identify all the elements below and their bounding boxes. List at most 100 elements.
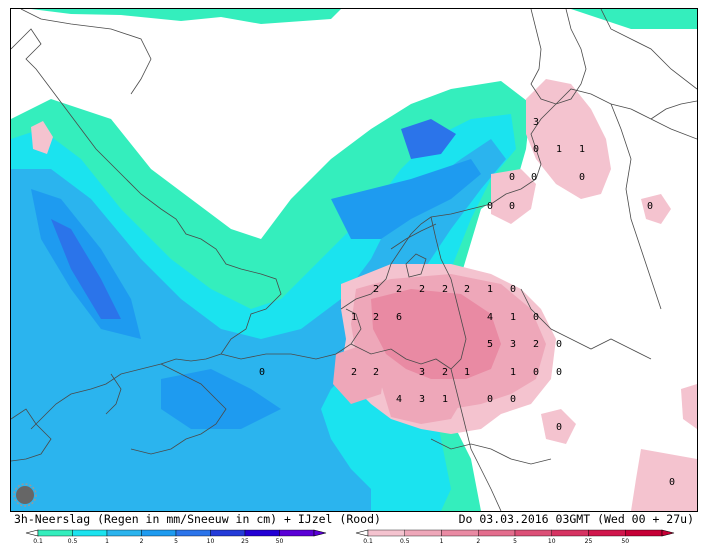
- legend-ice-scale: 0.1 0.5 1 2 5 10 25 50: [355, 529, 675, 545]
- value-label: 3: [419, 367, 425, 378]
- precipitation-map: 3 0 1 1 0 0 0 0 0 2 2 2 2 2 1 0 1 2 6 4 …: [10, 8, 698, 512]
- value-label: 1: [351, 312, 357, 323]
- legend-rain-arrow-high: [313, 529, 327, 537]
- product-title: 3h-Neerslag (Regen in mm/Sneeuw in cm) +…: [14, 512, 381, 526]
- rain-area-intense-3: [401, 119, 456, 159]
- coast-de: [490, 88, 697, 205]
- legend-ice-tick-label: 50: [621, 538, 629, 545]
- value-label: 2: [373, 367, 379, 378]
- ice-area-light-4: [31, 121, 53, 154]
- value-label: 1: [510, 312, 516, 323]
- coast-wales: [105, 373, 122, 415]
- value-label: 0: [556, 422, 562, 433]
- caption-bar: 3h-Neerslag (Regen in mm/Sneeuw in cm) +…: [10, 512, 698, 526]
- legend-ice-tick-label: 25: [585, 538, 593, 545]
- legend-ice-tick-label: 1: [440, 538, 444, 545]
- value-label: 1: [487, 284, 493, 295]
- coast-fr: [220, 308, 362, 360]
- coast-nl-islands: [390, 223, 437, 250]
- ice-area-medium-2: [333, 344, 386, 404]
- value-label: 3: [533, 117, 539, 128]
- value-label: 0: [533, 312, 539, 323]
- legend-rain-swatch: [175, 529, 211, 537]
- value-label: 2: [373, 284, 379, 295]
- legend-rain-swatch: [244, 529, 280, 537]
- value-label: 0: [533, 367, 539, 378]
- value-label: 0: [510, 284, 516, 295]
- legend-ice-swatch: [441, 529, 479, 537]
- ice-area-strong: [371, 289, 501, 379]
- ice-field: [31, 79, 697, 511]
- value-label: 2: [464, 284, 470, 295]
- value-label: 0: [259, 367, 265, 378]
- logo-icon: [13, 483, 37, 507]
- value-label: 0: [579, 172, 585, 183]
- value-label: 0: [533, 144, 539, 155]
- rain-field: [11, 9, 697, 511]
- ice-area-light-6: [681, 384, 697, 429]
- value-label: 0: [647, 201, 653, 212]
- legend-ice-swatch: [588, 529, 626, 537]
- value-label: 2: [373, 312, 379, 323]
- legend-rain-tick-label: 25: [241, 538, 249, 545]
- rain-area-strong: [11, 139, 506, 511]
- border-be: [350, 343, 452, 370]
- value-label: 1: [579, 144, 585, 155]
- value-label: 1: [510, 367, 516, 378]
- coast-ireland: [11, 408, 52, 462]
- map-canvas: 3 0 1 1 0 0 0 0 0 2 2 2 2 2 1 0 1 2 6 4 …: [11, 9, 697, 511]
- legend-rain-swatch: [279, 529, 315, 537]
- legend-rain-tick-label: 5: [174, 538, 178, 545]
- value-label: 0: [556, 339, 562, 350]
- legend-rain-swatch: [37, 529, 73, 537]
- value-label: 1: [556, 144, 562, 155]
- coast-channel: [130, 363, 227, 455]
- value-label: 2: [351, 367, 357, 378]
- rain-area-heavy-3: [161, 369, 281, 429]
- legend-rain: 0.1 0.5 1 2 5 10 25 50: [25, 528, 327, 545]
- value-label: 4: [487, 312, 493, 323]
- coast-sweden: [600, 9, 697, 90]
- value-label: 0: [669, 477, 675, 488]
- legend-ice-tick-label: 2: [476, 538, 480, 545]
- legend-ice: 0.1 0.5 1 2 5 10 25 50: [355, 528, 675, 545]
- value-label: 2: [533, 339, 539, 350]
- value-label: 2: [442, 367, 448, 378]
- legend-ice-tick-label: 0.1: [363, 538, 373, 545]
- rain-area-intense-2: [51, 219, 121, 319]
- legend-rain-tick-label: 1: [105, 538, 109, 545]
- legend-rain-tick-label: 2: [140, 538, 144, 545]
- legend-ice-tick-label: 5: [513, 538, 517, 545]
- value-label: 6: [396, 312, 402, 323]
- value-label: 0: [509, 201, 515, 212]
- rain-area-low-right: [571, 9, 697, 29]
- legend-ice-swatch: [625, 529, 663, 537]
- value-label: 0: [487, 201, 493, 212]
- legend-ice-arrow-low: [355, 529, 369, 537]
- legend-rain-tick-label: 10: [207, 538, 215, 545]
- coast-uk-2: [30, 363, 162, 430]
- legend-rain-swatch: [106, 529, 142, 537]
- legend-rain-arrow-low: [25, 529, 39, 537]
- legend-rain-scale: 0.1 0.5 1 2 5 10 25 50: [25, 529, 327, 545]
- border-de-fr: [450, 368, 502, 511]
- value-label: 5: [487, 339, 493, 350]
- legend-ice-swatch: [404, 529, 442, 537]
- coastlines: [11, 9, 697, 511]
- value-label: 3: [510, 339, 516, 350]
- ice-area-light-8: [641, 194, 671, 224]
- legend-rain-tick-label: 50: [276, 538, 284, 545]
- valid-time: Do 03.03.2016 03GMT (Wed 00 + 27u): [458, 512, 694, 526]
- rain-area-heavy-2: [331, 159, 481, 239]
- lake-ijsselmeer: [405, 253, 427, 278]
- ice-area-light-3: [491, 169, 536, 224]
- value-label: 2: [442, 284, 448, 295]
- legend-ice-swatch: [514, 529, 552, 537]
- value-label: 0: [556, 367, 562, 378]
- legend-rain-swatch: [210, 529, 246, 537]
- border-de-nl: [430, 216, 467, 370]
- value-label: 4: [396, 394, 402, 405]
- coast-nl: [340, 203, 492, 310]
- value-label: 1: [442, 394, 448, 405]
- border-de-pl: [610, 103, 662, 310]
